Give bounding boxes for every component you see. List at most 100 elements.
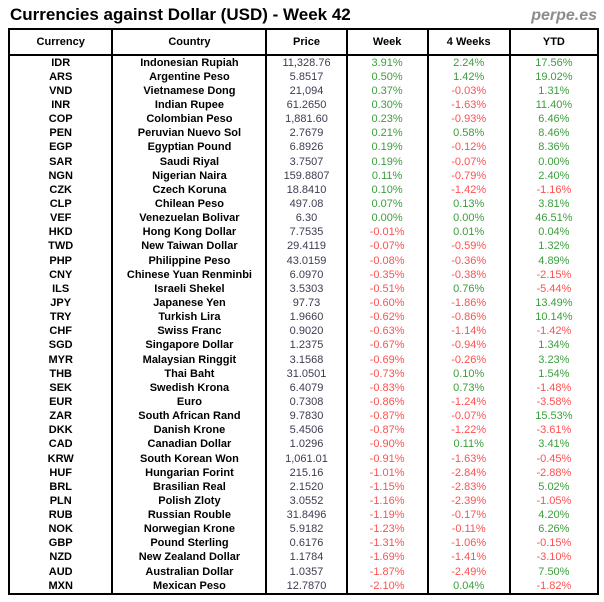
price-cell: 61.2650 xyxy=(265,98,347,113)
ytd-cell: 1.32% xyxy=(508,239,598,254)
ytd-cell: 6.46% xyxy=(508,112,598,127)
week-cell: 0.21% xyxy=(345,126,428,141)
currency-code-cell: EGP xyxy=(49,141,73,154)
week-cell: -1.01% xyxy=(345,466,428,481)
table-row: GBP Pound Sterling 0.6176 -1.31% -1.06% -0.15… xyxy=(9,536,598,551)
currency-code-cell: CLP xyxy=(49,197,72,210)
page-title: Currencies against Dollar (USD) - Week 4… xyxy=(10,5,351,24)
table-row: CAD Canadian Dollar 1.0296 -0.90% 0.11% 3.41% xyxy=(9,437,598,452)
table-row: ILS Israeli Shekel 3.5303 -0.51% 0.76% -5.44% xyxy=(9,282,598,297)
week-cell: -0.87% xyxy=(345,409,428,424)
table-row: PEN Peruvian Nuevo Sol 2.7679 0.21% 0.58% 8.4… xyxy=(9,126,598,141)
ytd-cell: 8.36% xyxy=(508,140,598,155)
week-cell: 0.37% xyxy=(345,84,428,99)
table-row: HUF Hungarian Forint 215.16 -1.01% -2.84% -2.… xyxy=(9,466,598,481)
week-cell: -1.87% xyxy=(345,565,428,580)
column-header-currency: Currency xyxy=(9,29,113,56)
currency-code-cell: SEK xyxy=(49,381,72,394)
table-row: RUB Russian Rouble 31.8496 -1.19% -0.17% 4.20… xyxy=(9,508,598,523)
table-row: SAR Saudi Riyal 3.7507 0.19% -0.07% 0.00% xyxy=(9,154,598,170)
currencies-table: Currency Country Price Week 4 Weeks YTD … xyxy=(8,28,599,596)
currency-code-cell: KRW xyxy=(47,452,74,465)
week-cell: -0.67% xyxy=(345,338,428,353)
table-row: ARS Argentine Peso 5.8517 0.50% 1.42% 19.02% xyxy=(9,70,598,85)
four-weeks-cell: -2.49% xyxy=(426,565,510,580)
country-cell: Saudi Riyal xyxy=(111,154,267,170)
ytd-cell: 7.50% xyxy=(508,565,598,580)
column-header-week: Week xyxy=(345,29,428,56)
table-row: CHF Swiss Franc 0.9020 -0.63% -1.14% -1.42% xyxy=(9,324,598,339)
column-header-ytd: YTD xyxy=(508,29,598,56)
four-weeks-cell: -0.26% xyxy=(426,352,510,368)
price-cell: 6.0970 xyxy=(265,268,347,283)
price-cell: 3.1568 xyxy=(265,352,347,368)
week-cell: 0.00% xyxy=(345,211,428,226)
four-weeks-cell: -2.39% xyxy=(426,494,510,509)
four-weeks-cell: 2.24% xyxy=(426,55,510,71)
four-weeks-cell: -1.14% xyxy=(426,324,510,339)
price-cell: 3.0552 xyxy=(265,494,347,509)
table-row: JPY Japanese Yen 97.73 -0.60% -1.86% 13.49% xyxy=(9,296,598,311)
four-weeks-cell: 0.10% xyxy=(426,367,510,382)
currency-code-cell: NZD xyxy=(49,551,72,564)
ytd-cell: 15.53% xyxy=(508,409,598,424)
country-cell: Pound Sterling xyxy=(111,536,267,551)
ytd-cell: 11.40% xyxy=(508,98,598,113)
ytd-cell: -5.44% xyxy=(508,282,598,297)
country-cell: South African Rand xyxy=(111,409,267,424)
ytd-cell: 3.23% xyxy=(508,352,598,368)
table-row: HKD Hong Kong Dollar 7.7535 -0.01% 0.01% 0.04… xyxy=(9,225,598,240)
currency-code-cell: BRL xyxy=(49,480,72,493)
currency-code-cell: PEN xyxy=(49,127,72,140)
country-cell: Norwegian Krone xyxy=(111,522,267,537)
currency-code-cell: VND xyxy=(49,84,73,97)
ytd-cell: 2.40% xyxy=(508,169,598,184)
price-cell: 3.7507 xyxy=(265,154,347,170)
table-row: CLP Chilean Peso 497.08 0.07% 0.13% 3.81% xyxy=(9,197,598,212)
week-cell: 0.11% xyxy=(345,169,428,184)
week-cell: -0.62% xyxy=(345,310,428,325)
week-cell: -0.01% xyxy=(345,225,428,240)
country-cell: Swiss Franc xyxy=(111,324,267,339)
country-cell: Russian Rouble xyxy=(111,508,267,523)
week-cell: 3.91% xyxy=(345,55,428,71)
table-row: EUR Euro 0.7308 -0.86% -1.24% -3.58% xyxy=(9,395,598,410)
ytd-cell: -0.45% xyxy=(508,451,598,467)
table-row: SEK Swedish Krona 6.4079 -0.83% 0.73% -1.48% xyxy=(9,381,598,396)
currency-code-cell: MYR xyxy=(48,353,73,366)
ytd-cell: 4.20% xyxy=(508,508,598,523)
four-weeks-cell: 0.13% xyxy=(426,197,510,212)
currency-code-cell: GBP xyxy=(48,537,73,550)
price-cell: 6.4079 xyxy=(265,381,347,396)
currency-code-cell: COP xyxy=(48,113,73,126)
price-cell: 6.8926 xyxy=(265,140,347,155)
table-row: EGP Egyptian Pound 6.8926 0.19% -0.12% 8.36% xyxy=(9,140,598,155)
table-row: IDR Indonesian Rupiah 11,328.76 3.91% 2.24% 1… xyxy=(9,55,598,71)
price-cell: 1.1784 xyxy=(265,550,347,566)
currency-code-cell: SGD xyxy=(48,339,73,352)
four-weeks-cell: -0.93% xyxy=(426,112,510,127)
four-weeks-cell: -0.59% xyxy=(426,239,510,254)
country-cell: Hungarian Forint xyxy=(111,466,267,481)
country-cell: Nigerian Naira xyxy=(111,169,267,184)
week-cell: 0.23% xyxy=(345,112,428,127)
table-header-row: Currency Country Price Week 4 Weeks YTD xyxy=(9,29,598,56)
price-cell: 1,881.60 xyxy=(265,112,347,127)
price-cell: 9.7830 xyxy=(265,409,347,424)
four-weeks-cell: 0.11% xyxy=(426,437,510,452)
country-cell: New Zealand Dollar xyxy=(111,550,267,566)
country-cell: Australian Dollar xyxy=(111,565,267,580)
ytd-cell: 1.31% xyxy=(508,84,598,99)
table-row: INR Indian Rupee 61.2650 0.30% -1.63% 11.40% xyxy=(9,98,598,113)
table-row: KRW South Korean Won 1,061.01 -0.91% -1.63% -… xyxy=(9,451,598,467)
four-weeks-cell: 0.73% xyxy=(426,381,510,396)
currency-code-cell: ZAR xyxy=(49,410,72,423)
currency-code-cell: TRY xyxy=(49,311,72,324)
country-cell: Colombian Peso xyxy=(111,112,267,127)
price-cell: 0.7308 xyxy=(265,395,347,410)
ytd-cell: 3.81% xyxy=(508,197,598,212)
table-body: IDR Indonesian Rupiah 11,328.76 3.91% 2.24% 1… xyxy=(9,55,598,595)
four-weeks-cell: 0.04% xyxy=(426,579,510,595)
currency-code-cell: CNY xyxy=(49,268,73,281)
table-row: NGN Nigerian Naira 159.8807 0.11% -0.79% 2.40… xyxy=(9,169,598,184)
